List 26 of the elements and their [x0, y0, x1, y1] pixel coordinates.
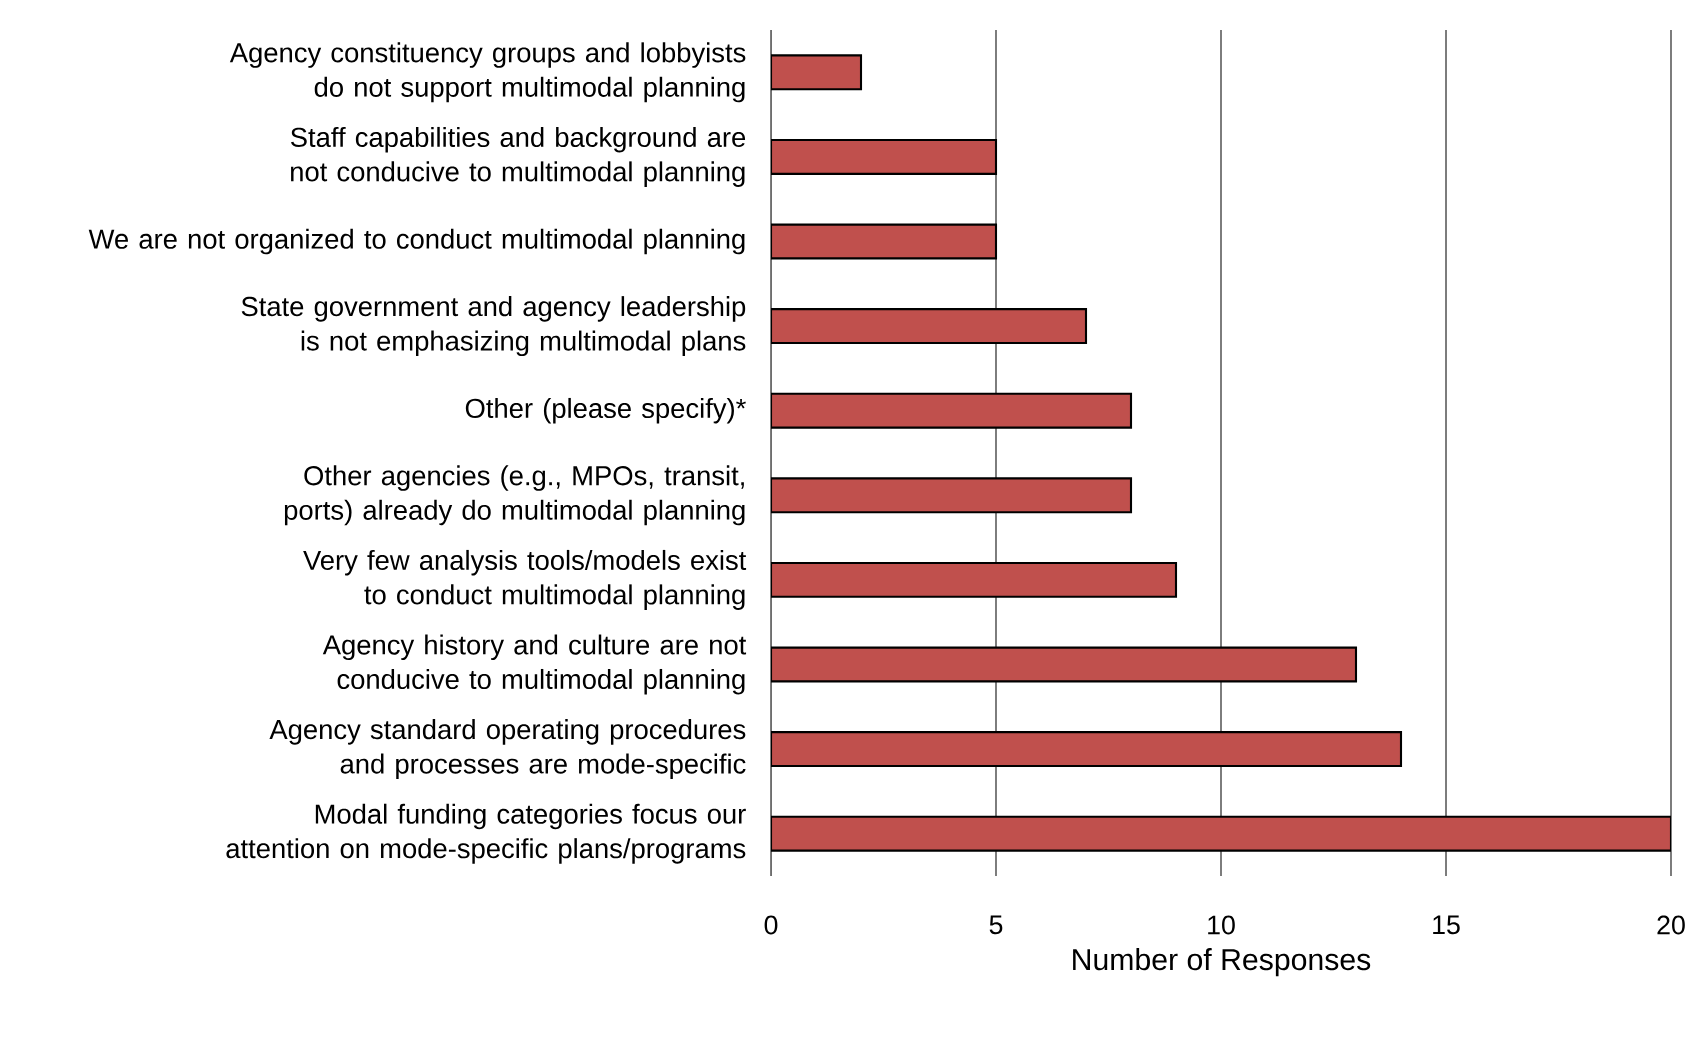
y-tick-label: Other (please specify)*	[465, 397, 746, 424]
bar	[771, 223, 998, 260]
y-tick-label: We are not organized to conduct multimodal planning	[88, 228, 745, 255]
y-tick-label: Agency constituency groups and lobbyists do not support multimodal planning	[229, 42, 746, 103]
bar	[771, 815, 1671, 852]
x-tick-label: 5	[989, 915, 1003, 935]
x-tick-label: 10	[1208, 915, 1235, 935]
bar	[771, 646, 1358, 683]
x-tick-label: 0	[764, 915, 778, 935]
y-tick-label: Agency standard operating procedures and processes are mode-specific	[269, 719, 746, 780]
bar	[771, 308, 1088, 345]
bar	[771, 477, 1133, 514]
y-tick-label: Modal funding categories focus our attention on mode-specific plans/programs	[226, 803, 746, 864]
y-tick-label: Other agencies (e.g., MPOs, transit, ports) already do multimodal planning	[284, 465, 745, 526]
x-axis-title: Number of Responses	[1073, 948, 1371, 977]
y-tick-label: Very few analysis tools/models exist to conduct multimodal planning	[303, 549, 747, 610]
x-tick-label: 15	[1433, 915, 1460, 935]
bar	[771, 54, 863, 91]
bar	[771, 731, 1403, 768]
y-tick-label: Staff capabilities and background are not conducive to multimodal planning	[290, 126, 746, 187]
bar	[771, 561, 1178, 598]
bar	[771, 392, 1133, 429]
y-tick-label: Agency history and culture are not conducive to multimodal planning	[322, 634, 747, 695]
y-tick-label: State government and agency leadership is not emphasizing multimodal plans	[241, 296, 746, 357]
bar	[771, 138, 998, 175]
x-tick-label: 20	[1657, 915, 1685, 935]
